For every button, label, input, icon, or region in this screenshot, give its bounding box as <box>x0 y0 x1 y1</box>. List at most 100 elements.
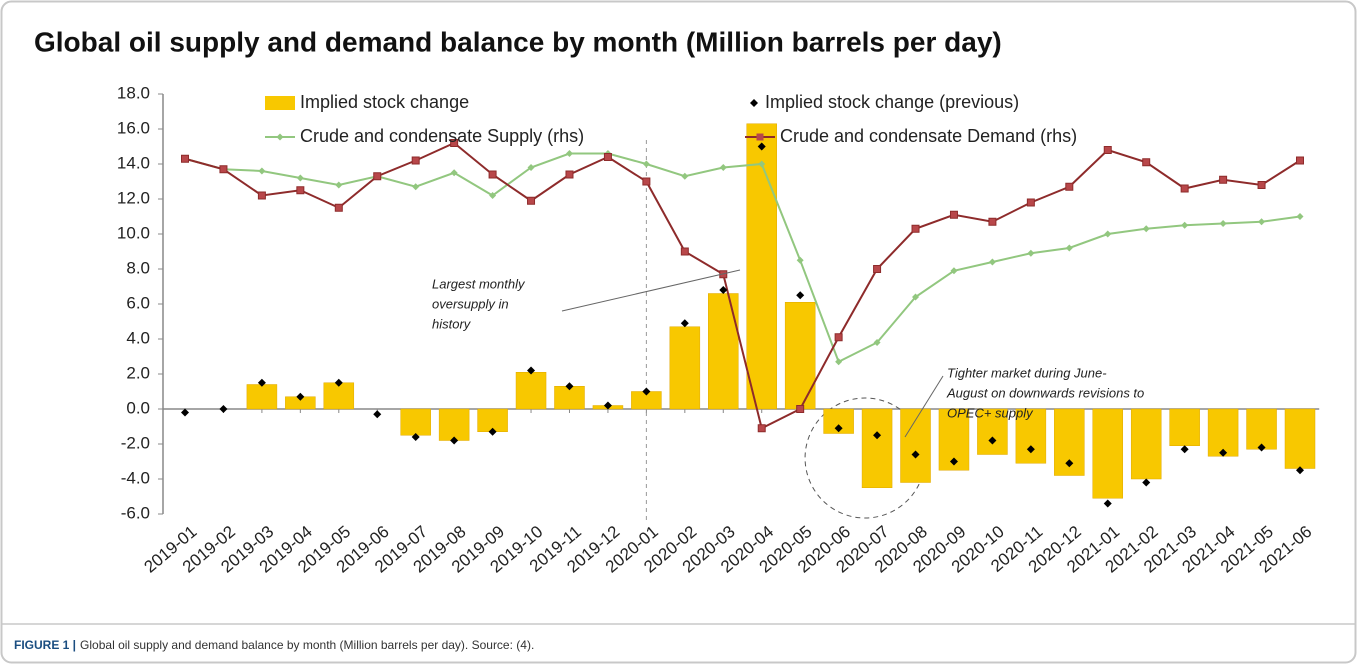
marker <box>1104 230 1112 238</box>
y-tick-label: -2.0 <box>121 433 150 452</box>
marker <box>565 170 574 179</box>
marker <box>796 256 804 264</box>
marker <box>603 401 612 410</box>
marker <box>758 160 766 168</box>
y-tick-label: 14.0 <box>117 153 150 172</box>
marker <box>988 258 996 266</box>
bar <box>400 408 431 436</box>
annotation: August on downwards revisions to <box>946 385 1144 400</box>
marker <box>1219 175 1228 184</box>
marker <box>1257 181 1266 189</box>
marker <box>334 203 343 212</box>
marker <box>680 247 689 256</box>
marker <box>1103 146 1112 154</box>
marker <box>257 191 266 200</box>
marker <box>1296 156 1304 165</box>
marker <box>1296 466 1304 475</box>
marker <box>1065 459 1074 468</box>
marker <box>949 457 958 466</box>
bar <box>708 293 739 410</box>
legend-label: Implied stock change (previous) <box>765 92 1019 112</box>
line <box>184 141 1301 430</box>
marker <box>565 382 574 391</box>
marker <box>988 436 997 445</box>
marker <box>181 408 189 417</box>
marker <box>296 186 305 195</box>
marker <box>373 410 382 419</box>
marker <box>411 433 420 441</box>
marker <box>1027 249 1035 257</box>
caption-label: FIGURE 1 | <box>14 638 76 652</box>
marker <box>719 164 727 171</box>
bar <box>784 302 816 410</box>
bar <box>438 408 470 441</box>
marker <box>1142 478 1151 487</box>
marker <box>796 405 805 413</box>
marker <box>296 174 304 182</box>
marker <box>1065 182 1074 191</box>
marker <box>642 387 651 396</box>
bar <box>861 408 893 488</box>
bar <box>1092 408 1124 499</box>
marker <box>911 224 920 233</box>
caption-text: Global oil supply and demand balance by … <box>80 638 534 652</box>
bar <box>515 372 547 410</box>
legend-swatch <box>265 96 295 110</box>
marker <box>834 333 843 342</box>
marker <box>834 424 843 433</box>
marker <box>335 181 343 189</box>
marker <box>219 405 228 413</box>
bar <box>1169 408 1200 446</box>
marker <box>873 339 881 346</box>
annotation: history <box>432 316 472 331</box>
bar <box>900 408 931 483</box>
marker <box>1258 218 1266 226</box>
bar <box>1284 408 1316 469</box>
marker <box>527 366 536 375</box>
legend-swatch <box>750 99 758 107</box>
annotation-arrow <box>561 269 741 312</box>
marker <box>1180 184 1189 193</box>
marker <box>796 291 805 300</box>
marker <box>1065 244 1073 252</box>
annotation: oversupply in <box>432 296 509 311</box>
marker <box>489 192 497 199</box>
marker <box>450 169 458 177</box>
annotation-arrow <box>904 375 944 438</box>
marker <box>603 153 612 161</box>
line <box>184 152 1301 364</box>
bar <box>669 326 701 410</box>
marker <box>950 267 958 275</box>
marker <box>911 450 920 459</box>
y-tick-label: -6.0 <box>121 503 150 522</box>
marker <box>257 378 266 387</box>
legend-label: Implied stock change <box>300 92 469 112</box>
annotation: Tighter market during June- <box>947 365 1107 380</box>
marker <box>1180 445 1189 454</box>
marker <box>757 424 766 433</box>
y-tick-label: 2.0 <box>126 363 150 382</box>
marker <box>1142 158 1151 167</box>
marker <box>988 217 997 226</box>
marker <box>642 177 651 186</box>
marker <box>412 183 420 191</box>
marker <box>527 164 535 171</box>
marker <box>681 172 689 180</box>
bar <box>746 123 777 410</box>
marker <box>1026 445 1035 454</box>
marker <box>642 160 650 168</box>
marker <box>1103 499 1112 508</box>
chart-title: Global oil supply and demand balance by … <box>34 26 1002 57</box>
marker <box>258 167 266 175</box>
marker <box>334 378 343 387</box>
marker <box>1219 448 1228 457</box>
legend-swatch <box>756 133 764 141</box>
y-tick-label: 18.0 <box>117 83 150 102</box>
y-tick-label: 0.0 <box>126 398 150 417</box>
marker <box>296 392 305 401</box>
y-tick-label: 4.0 <box>126 328 150 347</box>
bar <box>1130 408 1162 480</box>
y-tick-label: 10.0 <box>117 223 150 242</box>
marker <box>181 154 189 163</box>
marker <box>757 142 766 151</box>
